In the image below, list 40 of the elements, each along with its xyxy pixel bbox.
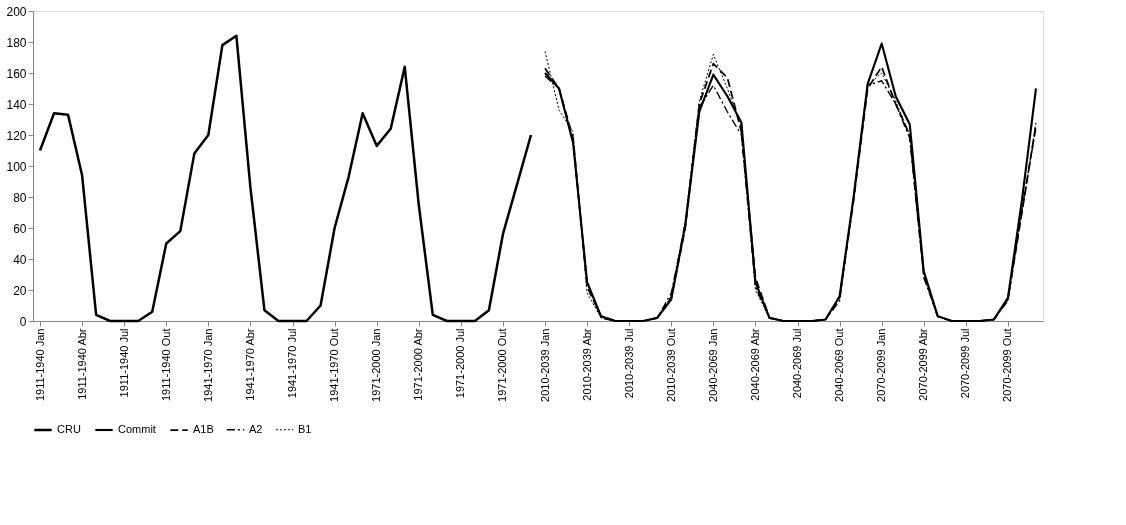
y-tick-label: 20: [13, 283, 27, 298]
x-tick-label: 2010-2039 Abr: [580, 328, 593, 401]
x-tick-label: 2040-2069 Out: [833, 328, 846, 402]
x-tick-label: 2040-2069 Jul: [791, 328, 804, 399]
x-tick-label: 1941-1970 Abr: [243, 328, 256, 401]
legend-label: A1B: [193, 423, 214, 435]
legend-label: CRU: [57, 423, 81, 435]
y-tick-label: 140: [6, 97, 27, 112]
x-tick-label: 2040-2069 Abr: [748, 328, 761, 401]
y-tick-label: 0: [19, 314, 27, 329]
y-tick-label: 80: [13, 190, 27, 205]
y-tick-label: 40: [13, 252, 27, 267]
y-tick-label: 180: [6, 35, 27, 50]
x-tick-label: 1911-1940 Jan: [33, 328, 46, 402]
x-tick-label: 1941-1970 Out: [328, 328, 341, 402]
x-tick-label: 2070-2099 Out: [1001, 328, 1014, 402]
x-tick-label: 1911-1940 Abr: [75, 328, 88, 400]
y-tick-label: 60: [13, 221, 27, 236]
legend-label: Commit: [118, 423, 156, 435]
x-tick-label: 1911-1940 Jul: [117, 328, 130, 398]
x-tick-label: 1971-2000 Jan: [370, 328, 383, 402]
x-tick-label: 2010-2039 Jul: [622, 328, 635, 399]
x-tick-label: 2070-2099 Abr: [917, 328, 930, 401]
legend-label: B1: [298, 422, 312, 435]
y-tick-label: 200: [6, 4, 27, 19]
x-tick-label: 1971-2000 Jul: [454, 328, 467, 399]
x-tick-label: 2070-2099 Jul: [959, 328, 972, 399]
y-tick-label: 160: [6, 66, 27, 81]
x-tick-label: 1941-1970 Jul: [286, 328, 299, 399]
x-tick-label: 2010-2039 Jan: [538, 328, 551, 402]
x-tick-label: 1971-2000 Abr: [412, 328, 425, 401]
y-tick-label: 120: [6, 128, 27, 143]
x-tick-label: 1941-1970 Jan: [201, 328, 214, 402]
x-tick-label: 2070-2099 Jan: [875, 328, 888, 402]
x-tick-label: 2040-2069 Jan: [706, 328, 719, 402]
x-tick-label: 2010-2039 Out: [664, 328, 677, 402]
x-tick-label: 1911-1940 Out: [159, 328, 172, 402]
legend-label: A2: [249, 422, 263, 435]
x-tick-label: 1971-2000 Out: [496, 328, 509, 402]
y-tick-label: 100: [6, 159, 27, 174]
